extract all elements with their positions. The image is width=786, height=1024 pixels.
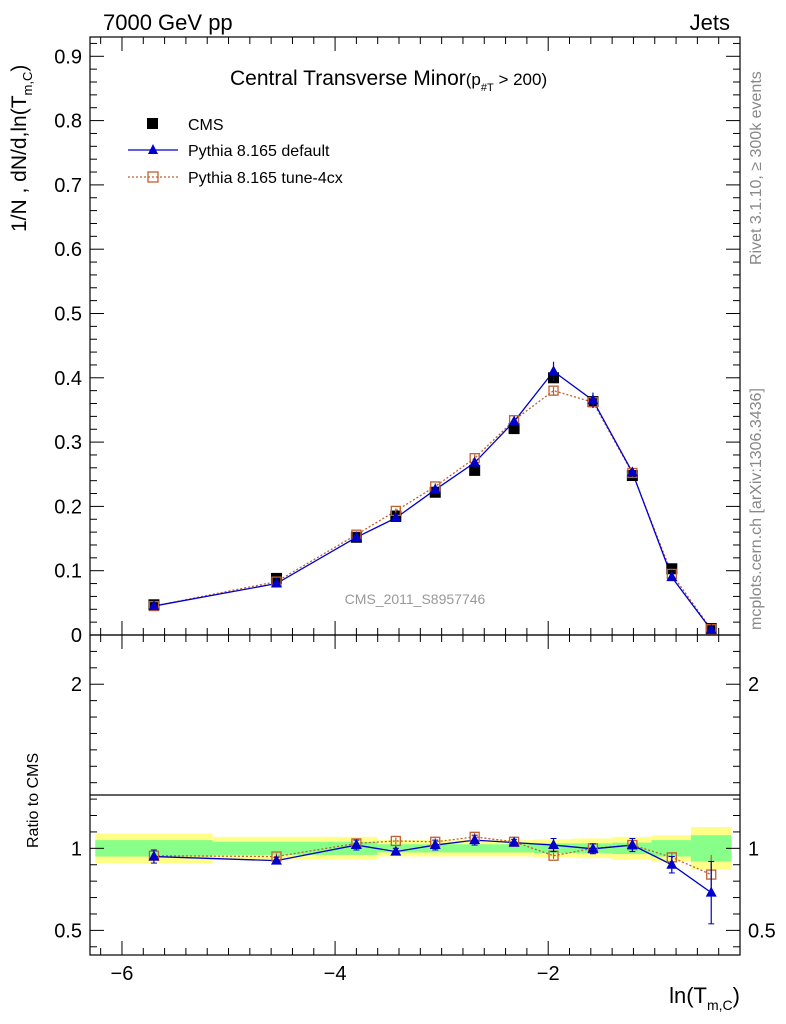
main-y-tick-label: 0.9 [54,46,82,68]
default-data-point [548,365,560,376]
ratio-y-tick-label-right: 2 [748,674,759,696]
chart-title: Central Transverse Minor(p#T > 200) [230,67,547,94]
main-y-tick-label: 0.3 [54,432,82,454]
main-panel: 0 0.1 0.2 0.3 0.4 0.5 0.6 0.7 0.8 0.9 Central Tra… [8,36,741,647]
main-y-tick-label: 0.6 [54,239,82,261]
main-y-tick-label: 0.1 [54,561,82,583]
legend-default-marker [148,144,158,154]
ratio-band-inner [651,840,691,857]
x-axis-title-close: ) [733,983,740,1008]
chart-title-sub-close: > 200) [494,70,547,89]
x-tick-label: −6 [111,963,134,985]
main-x-ticks [100,37,741,635]
legend-default-label: Pythia 8.165 default [188,143,330,160]
ratio-band-inner [212,841,341,855]
ratio-series-marks [148,831,717,925]
main-y-tick-label: 0 [71,625,82,647]
default-data-point [587,394,599,405]
ratio-y-tick-label-right: 1 [748,838,759,860]
main-y-axis: 0 0.1 0.2 0.3 0.4 0.5 0.6 0.7 0.8 0.9 [54,42,740,647]
main-y-tick-label: 0.8 [54,111,82,133]
tune-line [153,389,712,630]
tune-ratio-point [390,835,401,847]
default-data-point [350,531,362,542]
default-data-point [508,415,520,426]
default-line [153,370,712,631]
ratio-band-inner [493,844,534,853]
default-ratio-point [705,886,717,897]
cms-data-point [508,423,520,435]
ratio-series-lines [153,836,712,894]
y-axis-title-ratio: Ratio to CMS [25,753,42,848]
default-data-point [148,600,160,611]
y-axis-title-main-text: 1/N , dN/d,ln(T [8,95,31,232]
main-y-tick-label: 0.7 [54,175,82,197]
header-left: 7000 GeV pp [103,10,233,35]
ratio-band-inner [95,840,213,857]
default-ratio-point [508,836,520,847]
default-ratio-point [390,845,402,856]
default-data-point [469,456,481,467]
x-axis-title: ln(Tm,C) [669,983,740,1013]
default-ratio-point [666,858,678,869]
main-y-tick-label: 0.2 [54,496,82,518]
mcplots-label: mcplots.cern.ch [arXiv:1306.3436] [748,388,765,630]
default-ratio-line [153,839,712,894]
ratio-y-tick-label: 1 [71,838,82,860]
x-axis-title-text: ln(T [669,983,707,1008]
default-ratio-point [429,839,441,850]
chart-title-main: Central Transverse Minor [230,67,466,90]
legend: CMS Pythia 8.165 default Pythia 8.165 tu… [128,117,343,187]
main-series-lines [153,370,712,631]
legend-cms-marker [147,118,158,129]
y-axis-title-main-sub: m,C [20,72,35,96]
watermark: CMS_2011_S8957746 [345,591,486,607]
default-data-point [705,623,717,634]
default-ratio-point [469,834,481,845]
default-ratio-point [626,839,638,850]
legend-tune-label: Pythia 8.165 tune-4cx [188,170,343,187]
chart-title-sub-open: (p [466,70,481,89]
default-data-point [666,571,678,582]
main-y-tick-label: 0.5 [54,303,82,325]
default-ratio-point [148,850,160,861]
ratio-band-inner [454,844,494,853]
x-axis-title-sub: m,C [707,997,733,1013]
default-data-point [429,483,441,494]
main-y-tick-label: 0.4 [54,368,82,390]
default-data-point [270,577,282,588]
header-right: Jets [690,10,730,35]
y-axis-title-main: 1/N , dN/d,ln(Tm,C) [8,65,35,232]
chart-title-sub-script: #T [481,82,494,94]
ratio-x-axis: −6 −4 −2 [100,635,741,985]
ratio-y-axis: 0.5 0.5 1 1 2 2 [54,650,776,948]
y-axis-title-main-close: ) [8,65,31,72]
x-tick-label: −4 [324,963,347,985]
legend-tune-marker [147,171,159,183]
ratio-y-tick-label-right: 0.5 [748,920,776,942]
default-data-point [626,466,638,477]
default-ratio-point [587,842,599,853]
cms-data-point [469,464,481,476]
ratio-y-tick-label: 2 [71,674,82,696]
ratio-panel: 0.5 0.5 1 1 2 2 −6 −4 −2 Ratio to CMS ln(Tm,C) [25,634,776,1013]
default-ratio-point [350,839,362,850]
ratio-y-tick-label: 0.5 [54,920,82,942]
x-tick-label: −2 [537,963,560,985]
legend-cms-label: CMS [188,117,224,134]
rivet-label: Rivet 3.1.10, ≥ 300k events [748,71,765,265]
tune-data-point [548,385,559,396]
default-ratio-point [270,854,282,865]
default-ratio-point [548,839,560,850]
default-data-point [390,511,402,522]
main-series-marks [148,361,717,635]
